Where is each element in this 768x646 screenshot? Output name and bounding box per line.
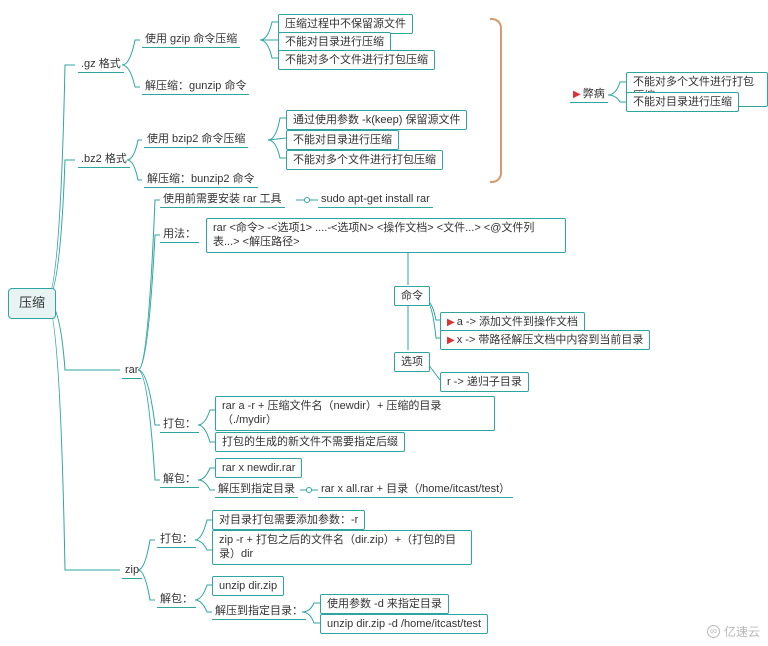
- rar-usage-label: 用法：: [160, 226, 199, 243]
- zip-label: zip: [122, 562, 142, 579]
- disease-item-1: 不能对目录进行压缩: [626, 92, 739, 112]
- dot-icon: [306, 487, 312, 493]
- rar-unpack2-cmd: rar x all.rar + 目录（/home/itcast/test）: [318, 481, 513, 498]
- rar-label: rar: [122, 362, 141, 379]
- rar-pack-label: 打包：: [160, 416, 199, 433]
- marker-icon: ▶: [447, 316, 455, 329]
- zip-pack2: zip -r + 打包之后的文件名（dir.zip）+（打包的目录）dir: [212, 530, 472, 565]
- logo-icon: ∞: [707, 625, 720, 638]
- zip-unpack2-a: 使用参数 -d 来指定目录: [320, 594, 449, 614]
- logo-text: 亿速云: [724, 623, 760, 640]
- zip-pack-label: 打包：: [157, 531, 196, 548]
- zip-unpack-label: 解包：: [157, 591, 196, 608]
- gz-item-2: 不能对多个文件进行打包压缩: [278, 50, 435, 70]
- gz-gzip: 使用 gzip 命令压缩: [142, 31, 240, 48]
- dot-icon: [304, 197, 310, 203]
- bz2-item-0: 通过使用参数 -k(keep) 保留源文件: [286, 110, 467, 130]
- rar-install: 使用前需要安装 rar 工具: [160, 191, 285, 208]
- brace: [490, 18, 502, 183]
- disease-label: ▶弊病: [570, 86, 608, 103]
- logo: ∞ 亿速云: [707, 623, 760, 640]
- rar-opt-label: 选项: [394, 352, 430, 372]
- rar-pack1: rar a -r + 压缩文件名（newdir）+ 压缩的目录（./mydir）: [215, 396, 495, 431]
- zip-unpack2: 解压到指定目录：: [212, 603, 306, 620]
- rar-unpack1: rar x newdir.rar: [215, 458, 302, 478]
- bz2-item-2: 不能对多个文件进行打包压缩: [286, 150, 443, 170]
- zip-unpack2-b: unzip dir.zip -d /home/itcast/test: [320, 614, 488, 634]
- marker-icon: ▶: [447, 334, 455, 347]
- rar-unpack2: 解压到指定目录: [215, 481, 298, 498]
- bz2-item-1: 不能对目录进行压缩: [286, 130, 399, 150]
- marker-icon: ▶: [573, 88, 581, 101]
- gz-gunzip: 解压缩：gunzip 命令: [142, 78, 249, 95]
- rar-unpack-label: 解包：: [160, 471, 199, 488]
- bz2-bzip2: 使用 bzip2 命令压缩: [144, 131, 248, 148]
- rar-cmd-a-text: a -> 添加文件到操作文档: [457, 316, 578, 328]
- rar-usage: rar <命令> -<选项1> ....-<选项N> <操作文档> <文件...…: [206, 218, 566, 253]
- disease-label-text: 弊病: [583, 88, 605, 100]
- rar-cmd-label: 命令: [394, 286, 430, 306]
- zip-unpack1: unzip dir.zip: [212, 576, 284, 596]
- zip-pack1: 对目录打包需要添加参数：-r: [212, 510, 365, 530]
- rar-cmd-x: ▶x -> 带路径解压文档中内容到当前目录: [440, 330, 650, 350]
- bz2-bunzip2: 解压缩：bunzip2 命令: [144, 171, 258, 188]
- rar-cmd-x-text: x -> 带路径解压文档中内容到当前目录: [457, 334, 644, 346]
- rar-opt-r: r -> 递归子目录: [440, 372, 529, 392]
- rar-pack2: 打包的生成的新文件不需要指定后缀: [215, 432, 405, 452]
- rar-install-cmd: sudo apt-get install rar: [318, 191, 433, 208]
- root-node: 压缩: [8, 288, 56, 319]
- bz2-label: .bz2 格式: [78, 151, 130, 168]
- gz-label: .gz 格式: [78, 56, 124, 73]
